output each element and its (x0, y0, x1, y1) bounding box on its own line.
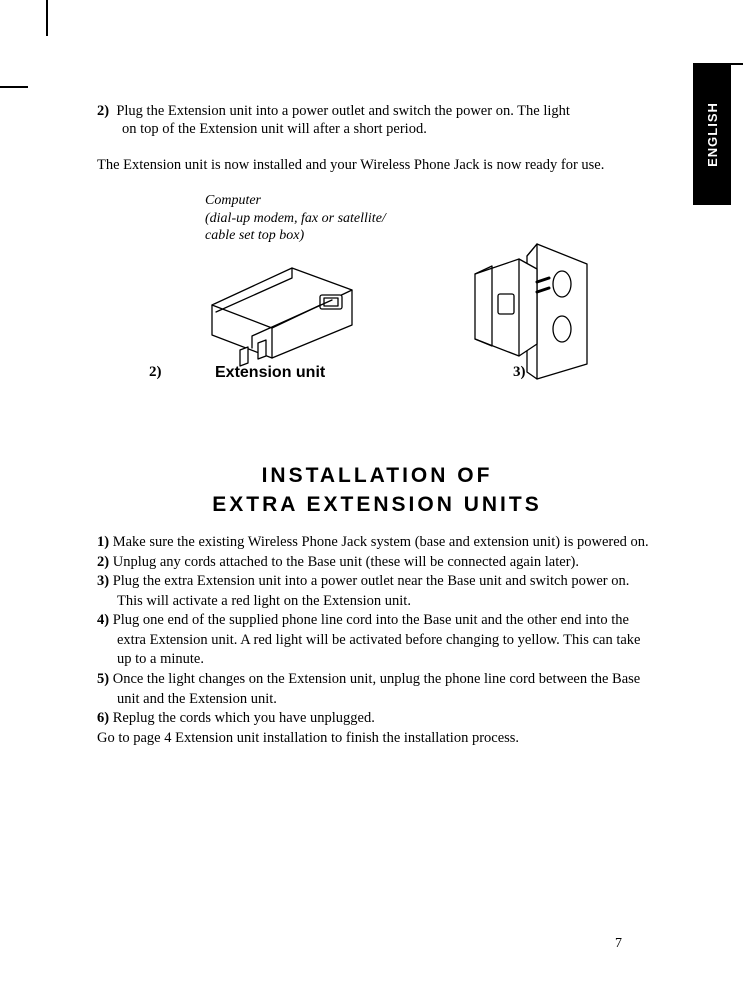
step-text: Replug the cords which you have unplugge… (113, 710, 375, 726)
caption-l3: cable set top box) (205, 228, 304, 243)
figure-caption: Computer (dial-up modem, fax or satellit… (205, 192, 386, 245)
step-text-l2: on top of the Extension unit will after … (97, 120, 657, 138)
step-text: Once the light changes on the Extension … (113, 671, 641, 707)
step-number: 2) (97, 103, 109, 119)
step-text: Make sure the existing Wireless Phone Ja… (113, 534, 649, 550)
crop-mark-v (46, 0, 48, 36)
crop-mark-r (731, 63, 743, 65)
list-item: 1) Make sure the existing Wireless Phone… (97, 533, 657, 553)
language-tab-label: ENGLISH (705, 102, 720, 167)
step-number: 1) (97, 534, 109, 550)
page-number: 7 (615, 936, 622, 952)
step-number: 5) (97, 671, 109, 687)
list-item: 4) Plug one end of the supplied phone li… (97, 611, 657, 670)
page-content: 2) Plug the Extension unit into a power … (97, 102, 657, 748)
step-number: 3) (97, 573, 109, 589)
footer-instruction: Go to page 4 Extension unit installation… (97, 729, 657, 749)
step-text: Plug one end of the supplied phone line … (113, 612, 641, 667)
caption-l1: Computer (205, 193, 261, 208)
installation-steps: 1) Make sure the existing Wireless Phone… (97, 533, 657, 748)
step-text: Plug the extra Extension unit into a pow… (113, 573, 630, 609)
figure-label-2: 2) (149, 364, 162, 381)
list-item: 3) Plug the extra Extension unit into a … (97, 572, 657, 611)
continuation-step-2: 2) Plug the Extension unit into a power … (97, 102, 657, 138)
crop-mark-h (0, 86, 28, 88)
ready-paragraph: The Extension unit is now installed and … (97, 156, 657, 174)
caption-l2: (dial-up modem, fax or satellite/ (205, 211, 386, 226)
step-text-l1: Plug the Extension unit into a power out… (116, 103, 570, 119)
step-number: 4) (97, 612, 109, 628)
step-text: Unplug any cords attached to the Base un… (113, 554, 579, 570)
list-item: 5) Once the light changes on the Extensi… (97, 670, 657, 709)
extension-unit-illustration (192, 250, 372, 370)
figure-label-extension: Extension unit (215, 364, 325, 382)
step-number: 6) (97, 710, 109, 726)
outlet-illustration (447, 234, 607, 384)
section-heading: INSTALLATION OF EXTRA EXTENSION UNITS (97, 462, 657, 519)
title-l2: EXTRA EXTENSION UNITS (212, 493, 541, 516)
figure-area: Computer (dial-up modem, fax or satellit… (97, 192, 657, 392)
list-item: 2) Unplug any cords attached to the Base… (97, 553, 657, 573)
list-item: 6) Replug the cords which you have unplu… (97, 709, 657, 729)
language-tab: ENGLISH (693, 63, 731, 205)
step-number: 2) (97, 554, 109, 570)
title-l1: INSTALLATION OF (262, 464, 493, 487)
figure-label-3: 3) (513, 364, 526, 381)
